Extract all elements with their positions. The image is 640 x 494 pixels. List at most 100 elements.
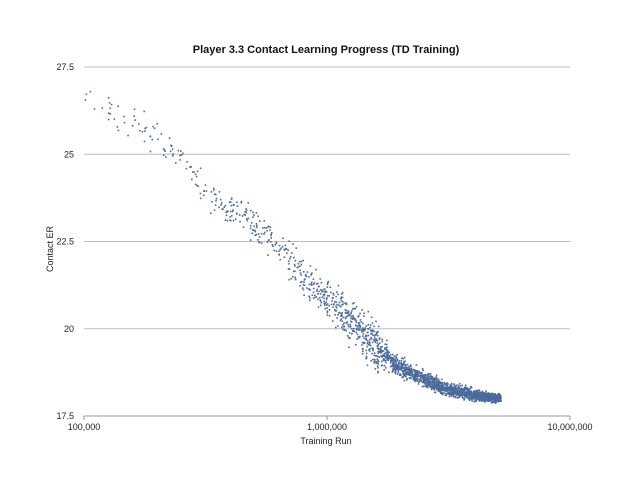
data-point bbox=[430, 388, 433, 391]
data-point bbox=[345, 316, 347, 318]
data-point bbox=[257, 233, 260, 235]
data-point bbox=[218, 206, 220, 209]
data-point bbox=[300, 281, 302, 284]
data-point bbox=[288, 268, 291, 270]
data-point bbox=[372, 348, 375, 350]
data-point bbox=[319, 293, 322, 295]
data-point bbox=[196, 170, 199, 173]
data-point bbox=[387, 350, 389, 352]
data-point bbox=[412, 378, 415, 381]
data-point bbox=[497, 398, 500, 401]
data-point bbox=[468, 391, 471, 394]
data-point bbox=[415, 364, 418, 366]
data-point bbox=[345, 309, 348, 312]
data-point bbox=[361, 327, 364, 329]
data-point bbox=[412, 377, 415, 379]
data-point bbox=[387, 359, 389, 361]
data-point bbox=[421, 368, 424, 370]
data-point bbox=[301, 287, 304, 289]
data-point bbox=[299, 272, 302, 274]
data-point bbox=[403, 356, 406, 359]
data-point bbox=[253, 214, 255, 216]
data-point bbox=[402, 371, 405, 373]
data-point bbox=[340, 305, 342, 308]
data-point bbox=[380, 346, 382, 348]
data-point bbox=[425, 386, 428, 388]
data-point bbox=[426, 377, 428, 380]
data-point bbox=[394, 369, 397, 372]
data-point bbox=[449, 393, 452, 395]
data-point bbox=[245, 211, 248, 214]
data-point bbox=[377, 352, 380, 355]
data-point bbox=[172, 153, 174, 155]
data-point bbox=[367, 334, 370, 337]
data-point bbox=[312, 283, 315, 286]
x-tick-label: 100,000 bbox=[68, 422, 101, 432]
data-point bbox=[245, 209, 248, 212]
data-point bbox=[454, 386, 457, 389]
data-point bbox=[255, 226, 258, 229]
data-point bbox=[427, 374, 430, 376]
data-point bbox=[477, 392, 480, 395]
data-point bbox=[397, 364, 399, 366]
data-point bbox=[247, 217, 250, 220]
data-point bbox=[320, 281, 323, 284]
data-point bbox=[415, 378, 418, 381]
data-point bbox=[375, 355, 378, 357]
data-point bbox=[242, 226, 245, 229]
data-point bbox=[343, 325, 346, 328]
data-point bbox=[463, 392, 466, 395]
data-point bbox=[225, 211, 227, 214]
data-point bbox=[315, 296, 318, 298]
data-point bbox=[109, 107, 112, 109]
data-point bbox=[255, 223, 258, 225]
data-point bbox=[426, 375, 429, 378]
data-point bbox=[459, 385, 462, 387]
data-point bbox=[381, 364, 384, 367]
data-point bbox=[283, 248, 285, 251]
data-point bbox=[361, 350, 364, 353]
data-point bbox=[474, 393, 476, 396]
data-point bbox=[328, 314, 331, 317]
data-point bbox=[463, 393, 465, 395]
data-point bbox=[452, 391, 454, 393]
data-point bbox=[431, 378, 433, 381]
data-point bbox=[182, 152, 184, 155]
data-point bbox=[453, 393, 455, 396]
data-point bbox=[354, 318, 357, 320]
data-point bbox=[328, 295, 330, 297]
data-point bbox=[390, 362, 392, 364]
data-point bbox=[468, 394, 471, 397]
data-point bbox=[292, 243, 294, 245]
data-point bbox=[434, 378, 436, 381]
data-point bbox=[474, 391, 476, 393]
data-point bbox=[479, 392, 482, 395]
data-point bbox=[396, 353, 398, 356]
data-point bbox=[480, 399, 483, 402]
data-point bbox=[367, 343, 370, 346]
data-point bbox=[445, 388, 447, 391]
data-point bbox=[483, 393, 486, 395]
data-point bbox=[469, 394, 472, 397]
data-point bbox=[402, 357, 404, 360]
data-point bbox=[312, 291, 315, 294]
data-point bbox=[395, 368, 398, 371]
data-point bbox=[414, 380, 417, 383]
data-point bbox=[396, 373, 399, 376]
data-point bbox=[460, 387, 463, 390]
data-point bbox=[414, 372, 417, 375]
data-point bbox=[375, 362, 377, 365]
data-point bbox=[410, 371, 413, 374]
data-point bbox=[353, 330, 355, 333]
y-tick-labels: 17.5 20 22.5 25 27.5 bbox=[56, 62, 74, 421]
data-point bbox=[434, 383, 436, 386]
data-point bbox=[213, 189, 215, 191]
data-point bbox=[407, 368, 409, 370]
data-point bbox=[421, 376, 423, 379]
data-point bbox=[410, 374, 413, 377]
data-point bbox=[381, 345, 383, 348]
data-point bbox=[133, 115, 135, 117]
data-point bbox=[492, 393, 494, 395]
data-point bbox=[384, 343, 387, 346]
data-point bbox=[246, 219, 248, 222]
